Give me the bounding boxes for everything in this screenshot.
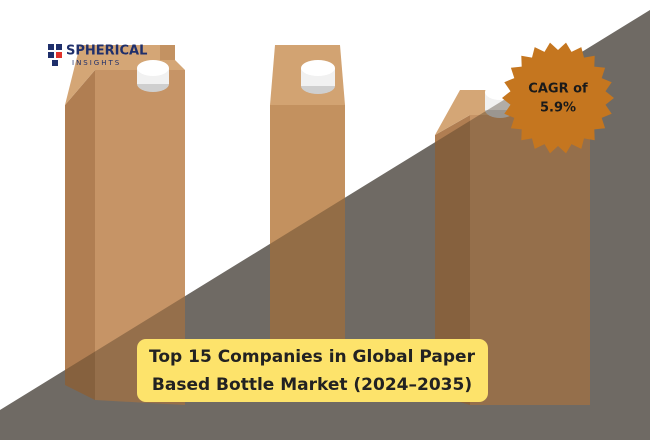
logo: SPHERICAL INSIGHTS: [48, 44, 147, 67]
carton: [270, 45, 345, 395]
logo-name: SPHERICAL: [66, 44, 147, 59]
logo-tagline: INSIGHTS: [72, 59, 121, 67]
title-text: Based Bottle Market (2024–2035): [152, 375, 472, 395]
badge-text: 5.9%: [540, 101, 576, 116]
badge-star: [502, 42, 614, 154]
carton: [65, 45, 185, 405]
shadow-overlay: [0, 10, 650, 440]
badge: CAGR of 5.9%: [502, 42, 614, 154]
badge-text: CAGR of: [528, 82, 588, 97]
title-text: Top 15 Companies in Global Paper: [149, 347, 476, 367]
title-box: Top 15 Companies in Global Paper Based B…: [137, 339, 488, 402]
title-background: [137, 339, 488, 402]
